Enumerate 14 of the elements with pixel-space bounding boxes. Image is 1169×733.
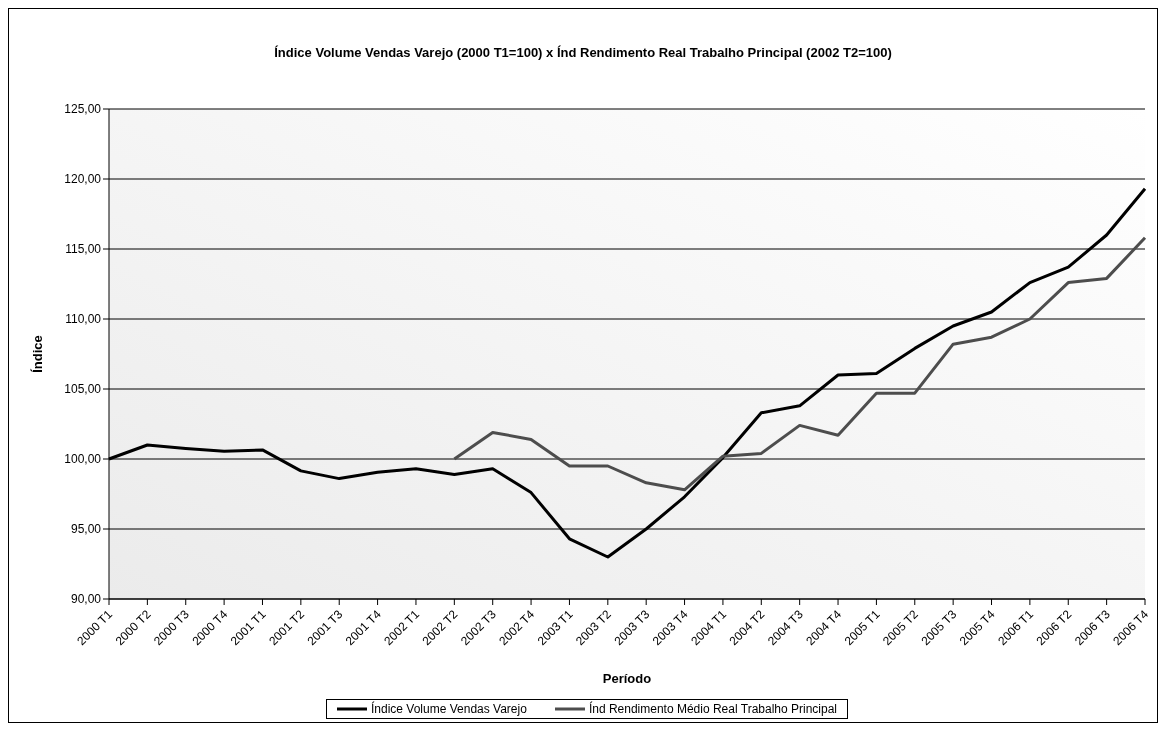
- chart-title: Índice Volume Vendas Varejo (2000 T1=100) x Índ Rendimento Real Trabalho Principal (2002 T2=100): [273, 45, 893, 60]
- y-axis-title: Índice: [29, 335, 45, 373]
- line-series: [452, 236, 1147, 492]
- y-tick-label: 115,00: [65, 242, 102, 257]
- y-tick-label: 125,00: [64, 102, 102, 117]
- legend-label: Índice Volume Vendas Varejo: [370, 702, 527, 716]
- y-tick-label: 120,00: [64, 172, 102, 187]
- y-tick-label: 100,00: [64, 452, 102, 467]
- y-tick-label: 95,00: [70, 522, 102, 537]
- y-tick-label: 110,00: [65, 312, 102, 327]
- legend-label: Índ Rendimento Médio Real Trabalho Principal: [588, 702, 838, 716]
- y-tick-label: 105,00: [64, 382, 102, 397]
- y-tick-label: 90,00: [70, 592, 102, 607]
- x-axis-title: Período: [602, 671, 652, 686]
